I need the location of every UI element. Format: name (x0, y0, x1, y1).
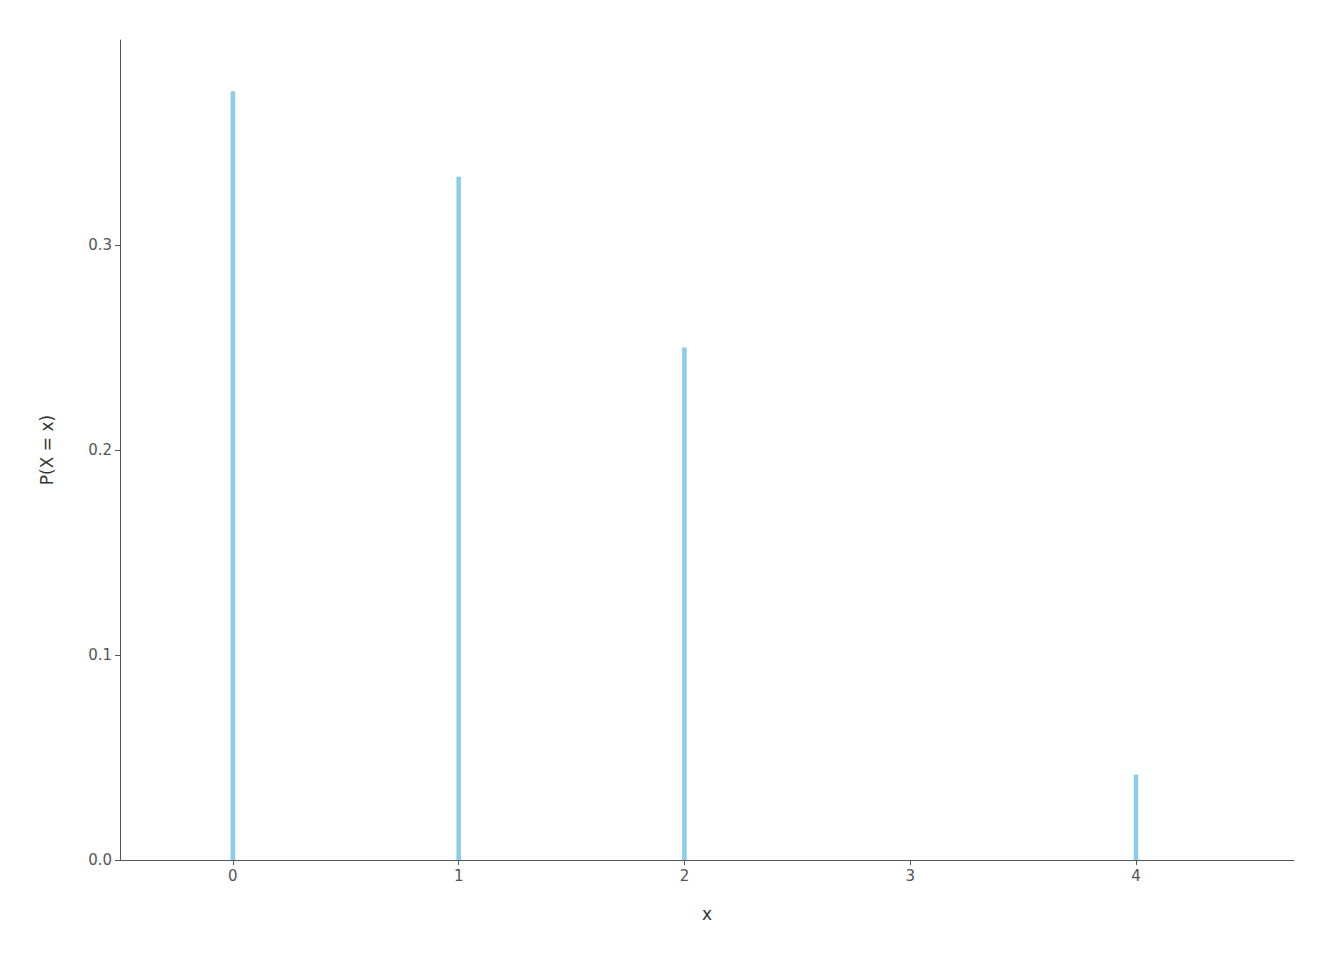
svg-text:0: 0 (228, 867, 238, 885)
svg-text:1: 1 (454, 867, 464, 885)
svg-text:4: 4 (1131, 867, 1141, 885)
svg-text:0.0: 0.0 (88, 851, 112, 869)
svg-text:2: 2 (680, 867, 690, 885)
svg-text:3: 3 (905, 867, 915, 885)
svg-text:0.2: 0.2 (88, 441, 112, 459)
svg-text:0.1: 0.1 (88, 646, 112, 664)
svg-text:x: x (702, 904, 712, 924)
svg-text:P(X = x): P(X = x) (37, 415, 57, 485)
svg-text:0.3: 0.3 (88, 236, 112, 254)
